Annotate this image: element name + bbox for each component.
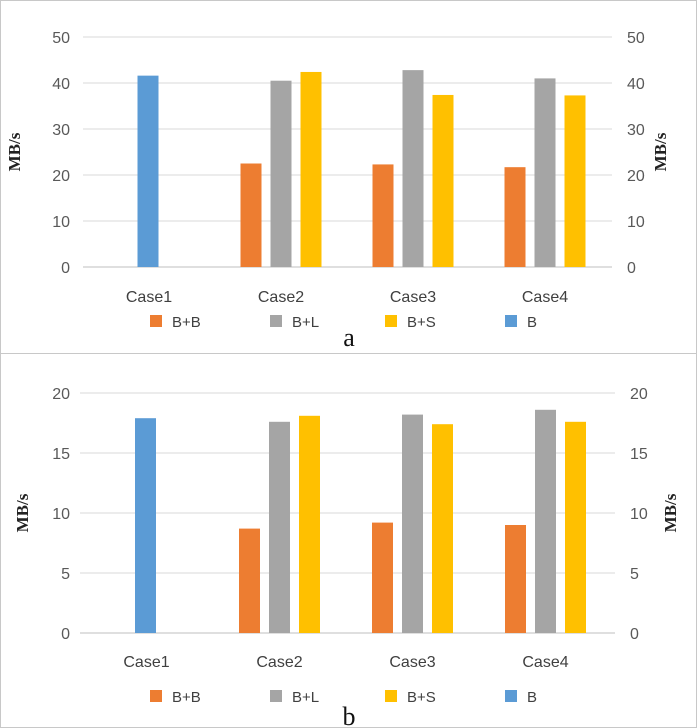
chart-b-category-label: Case3 (389, 654, 435, 671)
panel-a-border (0, 0, 697, 354)
chart-a-bar-B+S-Case3 (432, 94, 454, 268)
chart-b-legend-label: B+S (407, 689, 436, 706)
chart-a-y-tick-label: 10 (52, 214, 70, 231)
chart-a-y-tick-label: 30 (52, 122, 70, 139)
chart-b-category-label: Case1 (123, 654, 169, 671)
chart-b-category-label: Case4 (522, 654, 568, 671)
chart-a-bar-B+B-Case2 (240, 163, 262, 267)
chart-b: 0 0 5 5 10 10 15 15 20 20 MB/s MB/s Case1 Case2 Case3 C… (13, 386, 680, 728)
chart-a-bar-B+L-Case3 (402, 70, 424, 268)
chart-a-category-label: Case3 (390, 289, 436, 306)
chart-b-bar-B+S-Case3 (432, 424, 453, 633)
chart-a-y-tick-label: 20 (52, 168, 70, 185)
chart-a-y2-tick-label: 20 (627, 168, 645, 185)
chart-a-category-label: Case2 (258, 289, 304, 306)
chart-b-legend-swatch (150, 690, 162, 702)
chart-b-bar-B-Case1 (135, 418, 156, 633)
chart-b-bar-B+S-Case4 (565, 421, 586, 633)
chart-b-y-tick-label: 0 (61, 626, 70, 643)
chart-a-legend-swatch (385, 315, 397, 327)
chart-b-y2-tick-label: 20 (630, 386, 648, 403)
chart-b-y-tick-label: 5 (61, 566, 70, 583)
chart-b-y2-tick-label: 5 (630, 566, 639, 583)
chart-a-y-tick-label: 40 (52, 76, 70, 93)
chart-b-y-tick-label: 10 (52, 506, 70, 523)
chart-a-legend-swatch (505, 315, 517, 327)
chart-a: 0 0 10 10 20 20 30 30 40 40 50 50 MB/s MB/s Case1 Case2… (5, 30, 670, 352)
chart-b-y-tick-label: 20 (52, 386, 70, 403)
chart-a-y-tick-label: 0 (61, 260, 70, 277)
chart-a-bar-B+S-Case4 (564, 95, 586, 267)
chart-b-y-tick-label: 15 (52, 446, 70, 463)
chart-a-legend-swatch (150, 315, 162, 327)
chart-b-bar-B+B-Case3 (372, 522, 393, 633)
chart-b-category-label: Case2 (256, 654, 302, 671)
chart-a-legend-label: B (527, 314, 537, 331)
chart-a-y2-tick-label: 0 (627, 260, 636, 277)
chart-b-y2-tick-label: 0 (630, 626, 639, 643)
chart-a-y2-axis-label: MB/s (651, 132, 670, 171)
chart-b-y-axis-label: MB/s (13, 493, 32, 532)
chart-a-y2-tick-label: 10 (627, 214, 645, 231)
panel-b-border (0, 353, 697, 728)
chart-b-bar-B+L-Case3 (402, 414, 423, 633)
chart-a-panel-label: a (343, 323, 355, 352)
chart-b-legend-label: B (527, 689, 537, 706)
chart-a-legend-label: B+S (407, 314, 436, 331)
chart-b-legend-swatch (505, 690, 517, 702)
chart-a-category-label: Case4 (522, 289, 568, 306)
chart-b-legend-label: B+B (172, 689, 201, 706)
chart-b-bar-B+S-Case2 (299, 415, 320, 633)
chart-a-y-axis-label: MB/s (5, 132, 24, 171)
chart-a-bar-B+B-Case4 (504, 167, 526, 267)
chart-a-bar-B+B-Case3 (372, 164, 394, 267)
chart-b-legend-swatch (385, 690, 397, 702)
chart-a-legend-swatch (270, 315, 282, 327)
chart-b-y2-axis-label: MB/s (661, 493, 680, 532)
chart-b-y2-tick-label: 10 (630, 506, 648, 523)
chart-b-bar-B+B-Case4 (505, 525, 526, 633)
chart-a-category-label: Case1 (126, 289, 172, 306)
chart-a-y-tick-label: 50 (52, 30, 70, 47)
chart-a-y2-tick-label: 40 (627, 76, 645, 93)
chart-b-legend-swatch (270, 690, 282, 702)
chart-a-legend-label: B+L (292, 314, 319, 331)
chart-a-bar-B-Case1 (137, 75, 159, 267)
chart-a-y2-tick-label: 50 (627, 30, 645, 47)
chart-b-bar-B+B-Case2 (239, 528, 260, 633)
chart-a-legend-label: B+B (172, 314, 201, 331)
chart-b-panel-label: b (343, 702, 356, 728)
chart-a-bar-B+L-Case4 (534, 78, 556, 268)
chart-a-bar-B+S-Case2 (300, 71, 322, 268)
chart-b-y2-tick-label: 15 (630, 446, 648, 463)
chart-b-bar-B+L-Case4 (535, 409, 556, 633)
chart-a-bar-B+L-Case2 (270, 80, 292, 267)
chart-b-bar-B+L-Case2 (269, 421, 290, 633)
chart-a-y2-tick-label: 30 (627, 122, 645, 139)
chart-b-legend-label: B+L (292, 689, 319, 706)
